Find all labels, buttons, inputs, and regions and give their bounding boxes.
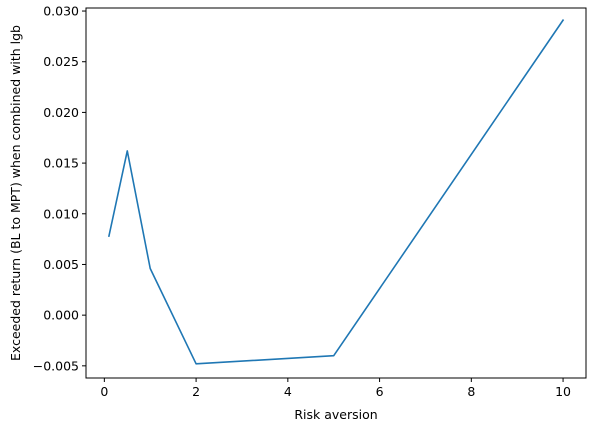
plot-area xyxy=(107,19,565,365)
x-tick-label: 6 xyxy=(376,384,384,399)
y-tick-label: 0.020 xyxy=(43,105,79,120)
y-tick-label: 0.000 xyxy=(43,308,79,323)
x-tick-label: 0 xyxy=(100,384,108,399)
y-tick-label: −0.005 xyxy=(33,358,79,373)
y-tick-label: 0.025 xyxy=(43,54,79,69)
y-tick-label: 0.010 xyxy=(43,206,79,221)
axis-ticks: 0 2 4 6 8 10 −0.005 0.000 0.005 0.010 0.015 0.020 0.… xyxy=(33,4,571,399)
x-tick-label: 8 xyxy=(467,384,475,399)
series-line-0 xyxy=(107,19,565,365)
plot-frame xyxy=(85,7,587,379)
x-axis-label: Risk aversion xyxy=(294,407,377,422)
x-tick-label: 10 xyxy=(555,384,571,399)
x-tick-label: 2 xyxy=(192,384,200,399)
y-tick-label: 0.030 xyxy=(43,4,79,19)
y-tick-label: 0.015 xyxy=(43,156,79,171)
y-tick-label: 0.005 xyxy=(43,257,79,272)
y-axis-label: Exceeded return (BL to MPT) when combine… xyxy=(8,25,23,361)
x-tick-label: 4 xyxy=(284,384,292,399)
